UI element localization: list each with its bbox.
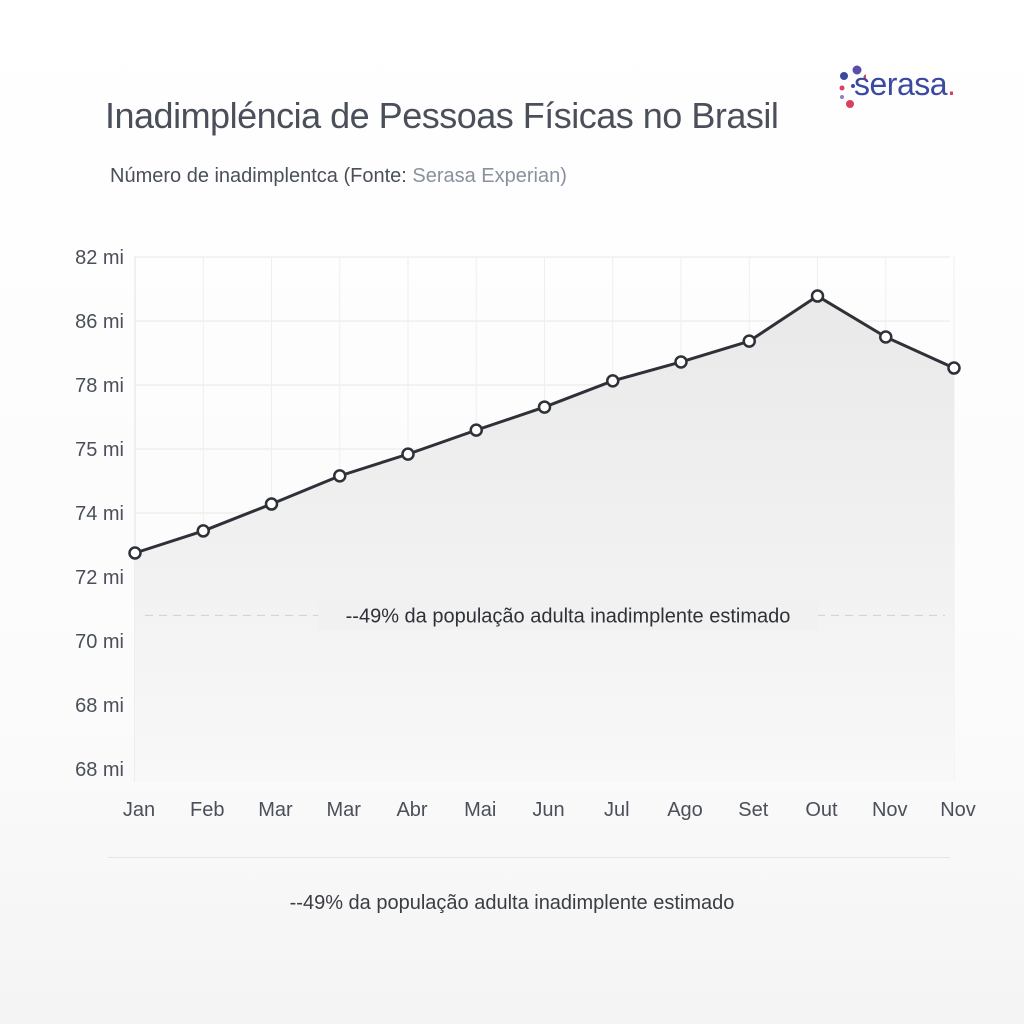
data-point bbox=[128, 546, 142, 560]
data-point bbox=[879, 330, 893, 344]
x-tick-label: Jun bbox=[532, 799, 564, 821]
data-point bbox=[264, 497, 279, 511]
data-point bbox=[810, 289, 825, 303]
y-tick-label: 75 mi bbox=[75, 439, 124, 461]
data-point bbox=[537, 400, 552, 414]
area-fill bbox=[135, 296, 954, 782]
y-tick-label: 74 mi bbox=[75, 503, 124, 525]
subtitle-source: Serasa Experian) bbox=[412, 165, 567, 187]
y-tick-label: 70 mi bbox=[75, 631, 124, 653]
subtitle-text: Número de inadimplentca (Fonte: bbox=[110, 165, 413, 187]
footnote: --49% da população adulta inadimplente e… bbox=[289, 892, 735, 914]
x-tick-label: Nov bbox=[872, 799, 908, 821]
data-point bbox=[333, 469, 347, 483]
x-tick-label: Jul bbox=[604, 799, 630, 821]
reference-label: --49% da população adulta inadimplente e… bbox=[346, 605, 791, 627]
data-point bbox=[742, 334, 756, 348]
x-tick-label: Mar bbox=[327, 799, 362, 821]
data-point bbox=[196, 524, 210, 538]
y-tick-label: 68 mi bbox=[75, 695, 124, 717]
x-tick-label: Feb bbox=[190, 799, 224, 821]
chart-subtitle: Número de inadimplentca (Fonte: Serasa E… bbox=[110, 165, 567, 188]
x-tick-label: Ago bbox=[667, 799, 703, 821]
data-point bbox=[674, 355, 688, 369]
data-point bbox=[469, 423, 483, 437]
data-point bbox=[947, 361, 961, 375]
y-tick-label: 68 mi bbox=[75, 759, 124, 781]
y-tick-label: 86 mi bbox=[75, 311, 124, 333]
data-point bbox=[401, 447, 415, 461]
x-tick-label: Nov bbox=[940, 799, 976, 821]
x-tick-label: Mar bbox=[258, 799, 293, 821]
y-tick-label: 82 mi bbox=[75, 247, 124, 269]
serasa-logo: serasa. bbox=[836, 64, 976, 110]
y-tick-label: 72 mi bbox=[75, 567, 124, 589]
x-tick-label: Jan bbox=[123, 799, 155, 821]
y-tick-label: 78 mi bbox=[75, 375, 124, 397]
logo-wordmark: serasa. bbox=[854, 66, 956, 102]
x-tick-label: Abr bbox=[396, 799, 427, 821]
x-tick-label: Mai bbox=[464, 799, 496, 821]
divider bbox=[108, 857, 950, 858]
data-point bbox=[606, 374, 620, 388]
x-tick-label: Out bbox=[805, 799, 838, 821]
chart-title: Inadimpléncia de Pessoas Físicas no Bras… bbox=[105, 95, 779, 136]
reference-label-bg bbox=[318, 601, 818, 630]
x-tick-label: Set bbox=[738, 799, 768, 821]
